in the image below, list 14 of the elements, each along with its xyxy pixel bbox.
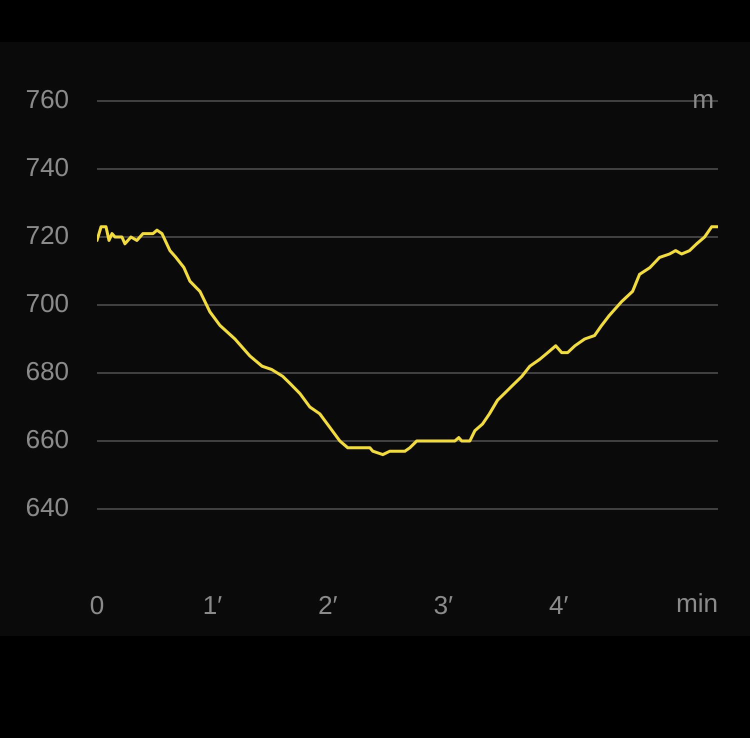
y-tick-label: 700 bbox=[26, 288, 69, 318]
x-tick-label: 4′ bbox=[549, 590, 568, 620]
x-tick-label: 0 bbox=[90, 590, 104, 620]
y-tick-label: 740 bbox=[26, 152, 69, 182]
x-tick-label: 2′ bbox=[318, 590, 338, 620]
x-axis-title: min bbox=[676, 588, 718, 618]
x-tick-label: 1′ bbox=[202, 590, 222, 620]
y-axis-title: m bbox=[692, 84, 714, 114]
y-tick-label: 660 bbox=[26, 424, 69, 454]
y-tick-label: 760 bbox=[26, 84, 69, 114]
x-tick-label: 3′ bbox=[434, 590, 454, 620]
y-tick-label: 640 bbox=[26, 492, 69, 522]
y-tick-label: 720 bbox=[26, 220, 69, 250]
y-tick-label: 680 bbox=[26, 356, 69, 386]
